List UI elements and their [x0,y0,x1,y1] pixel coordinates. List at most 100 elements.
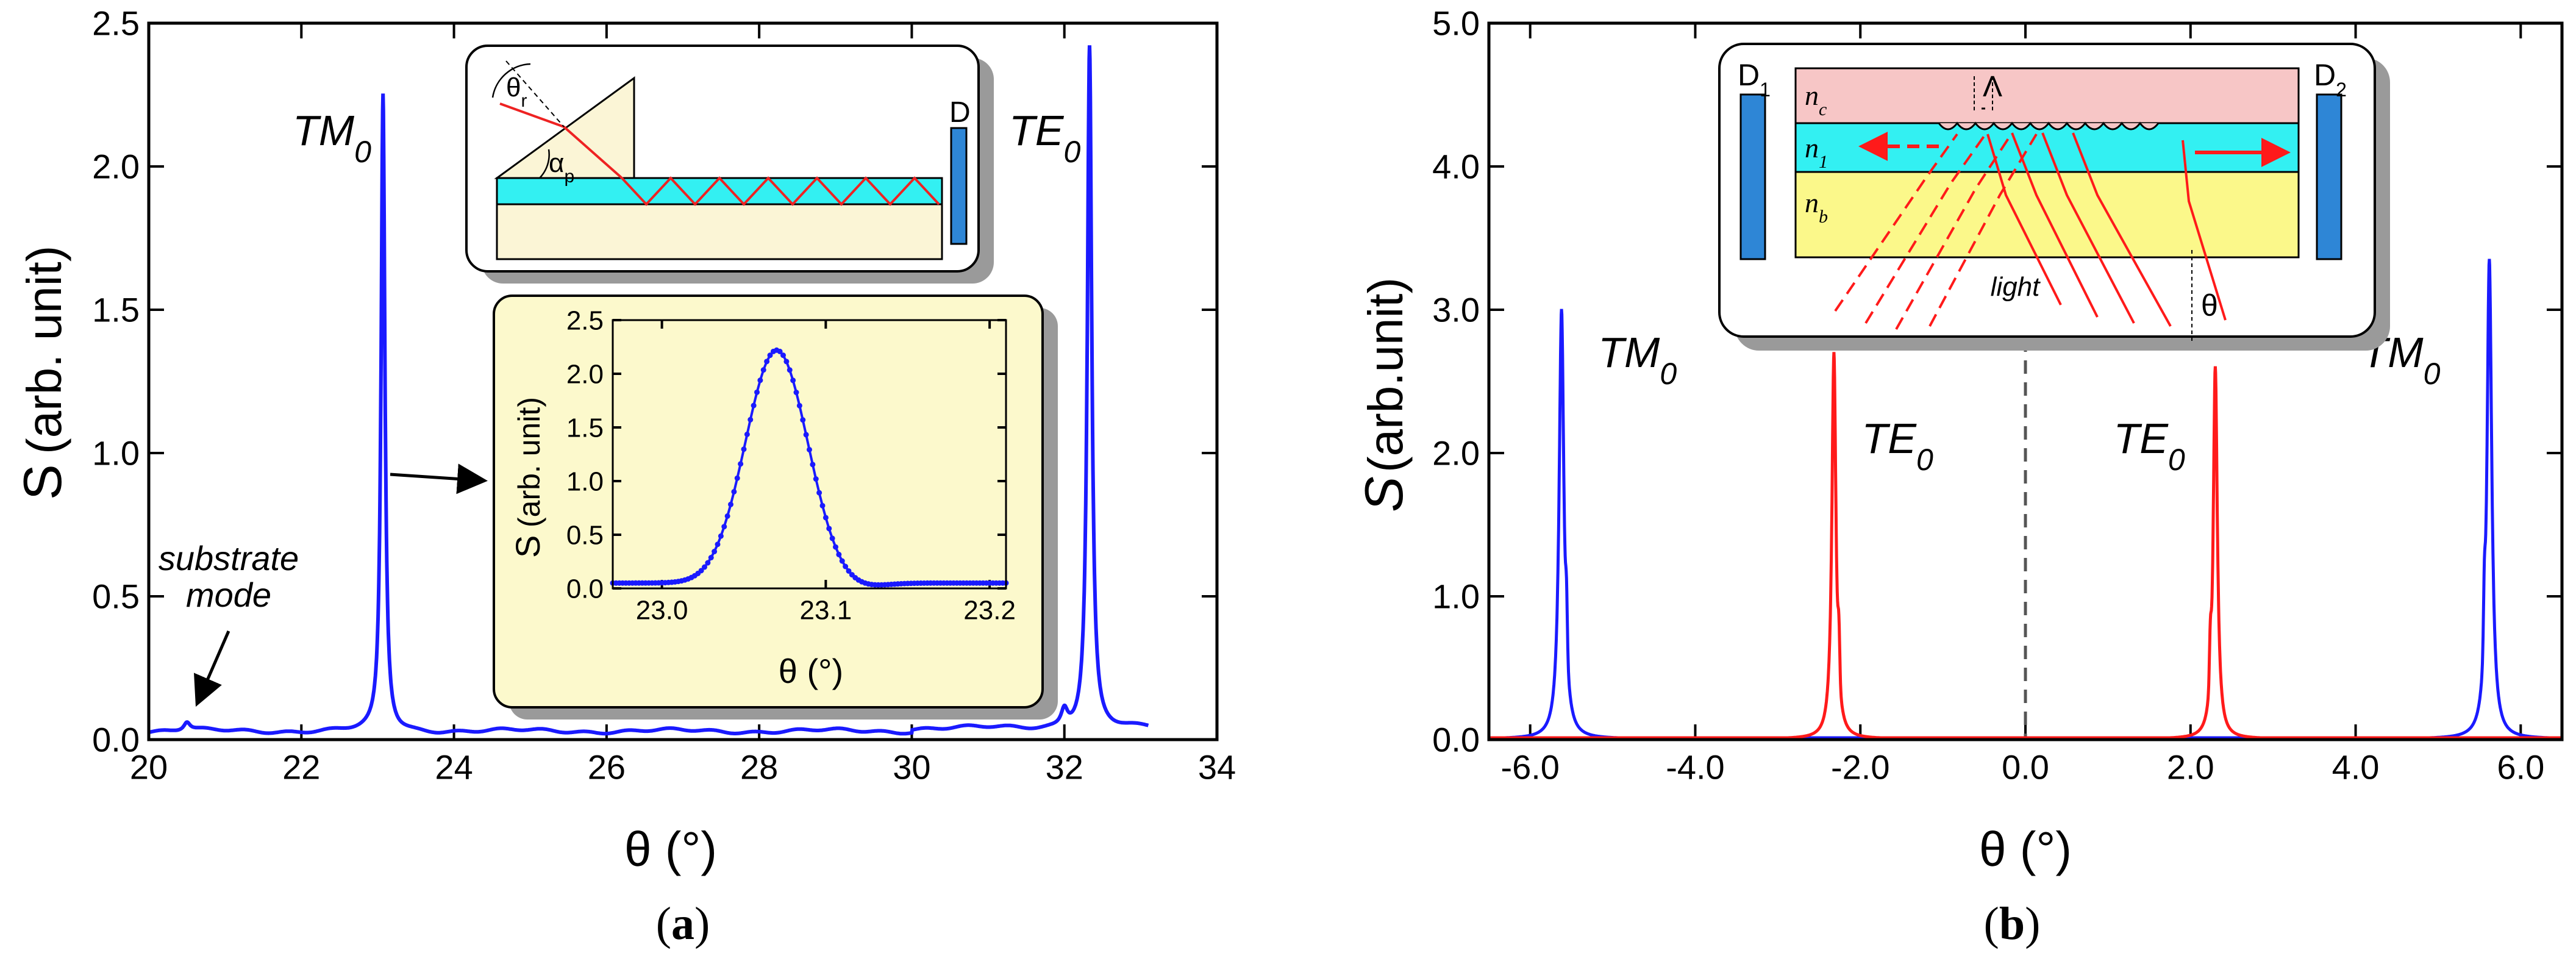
inset-data-point [796,402,802,409]
inset-data-point [767,352,773,359]
panel-a-substrate-note-line2: mode [186,576,271,614]
inset-x-axis-label: θ (°) [779,652,843,690]
panel-a-y-ticks: 0.0 0.5 1.0 1.5 2.0 2.5 [92,4,1217,759]
inset-data-point [829,535,835,541]
inset-y-ticks: 0.0 0.5 1.0 1.5 2.0 2.5 [566,305,1006,604]
inset-data-point [760,367,766,373]
panel-a-theta-arc [491,63,531,98]
inset-data-point [780,352,786,359]
x-tick-label: 26 [588,748,626,786]
y-tick-label: 2.5 [92,4,140,43]
inset-data-point [839,558,845,564]
x-tick-label: -6.0 [1500,748,1560,786]
x-tick-label: 4.0 [2332,748,2380,786]
x-tick-label: 23.0 [636,596,688,626]
panel-a-caption: (a) [656,898,710,949]
y-tick-label: 2.0 [92,148,140,186]
y-tick-label: 3.0 [1432,291,1480,329]
inset-data-point [783,359,790,365]
inset-y-symbol: S [508,535,547,558]
y-tick-label: 1.0 [1432,577,1480,616]
panel-a-curve [148,45,1149,736]
x-tick-label: 6.0 [2497,748,2544,786]
inset-y-unit: (arb. unit) [512,397,546,527]
x-tick-label: -4.0 [1666,748,1725,786]
inset-data-point [846,568,852,574]
inset-data-point [833,544,838,550]
panel-a-theta-label: θr [506,73,527,111]
y-tick-label: 0.5 [566,520,604,550]
panel-b-theta-label: θ [2201,288,2218,323]
panel-a-light-ray [499,102,940,206]
panel-b-peak-labels: TM0 TE0 TE0 TM0 [1598,329,2440,477]
panel-b-caption: (b) [1984,898,2041,949]
inset-data-point [744,431,750,437]
y-tick-label: 1.0 [92,434,140,473]
inset-data-point [813,476,819,482]
y-tick-label: 0.5 [92,577,140,616]
x-tick-label: 30 [893,748,930,786]
x-tick-label: 23.2 [963,596,1016,626]
panel-a-inset-box [493,295,1044,709]
inset-data-point [751,402,757,409]
panel-a-x-axis-label: θ (°) [624,822,717,876]
y-tick-label: 0.0 [1432,721,1480,759]
inset-data-point [702,564,707,570]
inset-data-point [836,551,842,557]
panel-a-zoom-inset: 0.0 0.5 1.0 1.5 2.0 2.5 23.0 23.1 23.2 θ (°) S … [493,295,1058,719]
panel-b-n1-label: n1 [1805,132,1828,172]
panel-b-y-unit: (arb.unit) [1358,277,1413,473]
panel-b-nc-label: nc [1805,80,1827,120]
panel-a-x-ticks: 20 22 24 26 28 30 32 34 [130,23,1236,786]
inset-data-point [738,461,744,467]
inset-data-point [698,568,704,574]
x-tick-label: 20 [130,748,168,786]
y-tick-label: 2.5 [566,305,604,335]
inset-data-point [843,563,849,569]
panel-b-light-label: light [1991,272,2041,302]
x-tick-label: 23.1 [800,596,852,626]
inset-data-point [793,390,799,396]
inset-data-point [790,377,796,384]
panel-a-tm0-label: TM0 [293,107,371,169]
panel-a-detector-label: D [949,96,971,129]
inset-data-point [816,490,822,496]
x-tick-label: -2.0 [1831,748,1890,786]
panel-a-te0-label: TE0 [1009,107,1080,169]
x-tick-label: 2.0 [2167,748,2214,786]
inset-data-point [826,526,832,532]
panel-b-x-ticks: -6.0 -4.0 -2.0 0.0 2.0 4.0 6.0 [1500,23,2544,786]
panel-a-alpha-label: αp [549,148,574,187]
y-tick-label: 5.0 [1432,4,1480,43]
inset-data-point [708,555,714,561]
y-tick-label: 2.0 [566,359,604,389]
inset-data-point [764,359,770,365]
panel-b-y-axis-label: S (arb.unit) [1354,277,1414,512]
inset-data-point [787,367,793,373]
y-tick-label: 0.0 [92,721,140,759]
y-tick-label: 2.0 [1432,434,1480,473]
inset-data-point [754,389,760,395]
panel-b-peak-label: TE0 [1862,415,1933,477]
panel-b-d2-label: D2 [2314,58,2347,101]
inset-y-axis-label: S (arb. unit) [508,397,547,558]
panel-a-substrate-layer [496,203,943,260]
x-tick-label: 22 [282,748,320,786]
y-tick-label: 1.5 [566,413,604,443]
panel-a-detector [950,127,968,245]
panel-b-incident-rays [1834,130,2227,330]
panel-b-detector-1 [1739,93,1766,260]
panel-a: 0.0 0.5 1.0 1.5 2.0 2.5 20 22 24 26 28 30 32 34 θ (°… [12,4,1236,949]
inset-data-point [777,348,783,354]
x-tick-label: 0.0 [2002,748,2049,786]
y-tick-label: 1.5 [92,291,140,329]
panel-a-prism-diagram: θr αp D [465,45,994,284]
x-tick-label: 34 [1198,748,1236,786]
inset-data-point [724,513,730,519]
panel-a-axes-frame [147,21,1219,741]
y-tick-label: 0.0 [566,574,604,604]
panel-b-d1-label: D1 [1738,58,1771,101]
panel-b-nb-label: nb [1805,187,1828,227]
panel-b-y-symbol: S [1354,476,1414,512]
